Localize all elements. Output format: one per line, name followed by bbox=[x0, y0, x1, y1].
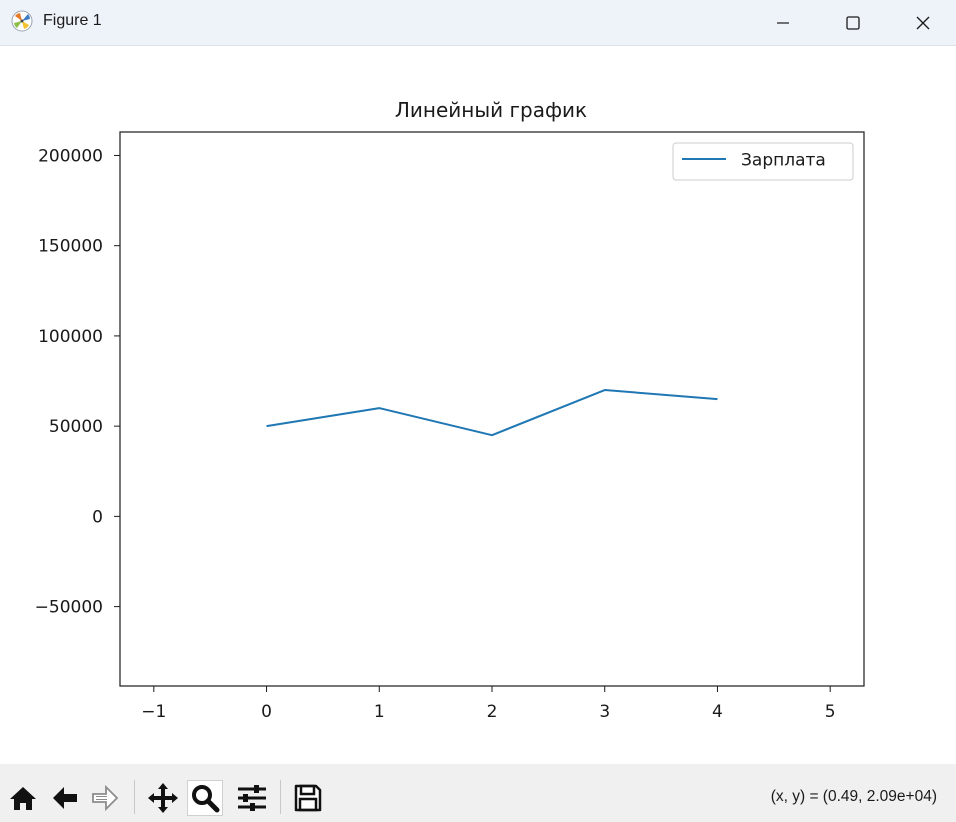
pan-move-icon bbox=[148, 783, 178, 813]
window-title: Figure 1 bbox=[43, 12, 102, 29]
y-tick-label: 200000 bbox=[38, 146, 103, 166]
minimize-button[interactable] bbox=[760, 0, 806, 45]
maximize-icon bbox=[846, 15, 860, 30]
home-button[interactable] bbox=[5, 780, 41, 816]
x-tick-label: −1 bbox=[141, 702, 166, 722]
navigation-toolbar: (x, y) = (0.49, 2.09e+04) bbox=[0, 764, 956, 822]
back-button[interactable] bbox=[47, 780, 83, 816]
configure-subplots-button[interactable] bbox=[234, 780, 270, 816]
save-floppy-icon bbox=[294, 784, 322, 812]
toolbar-separator bbox=[134, 780, 135, 814]
toolbar-separator bbox=[280, 780, 281, 814]
pan-button[interactable] bbox=[145, 780, 181, 816]
y-tick-label: 100000 bbox=[38, 327, 103, 347]
forward-button[interactable] bbox=[87, 780, 123, 816]
home-icon bbox=[10, 787, 36, 810]
y-tick-label: 0 bbox=[92, 507, 103, 527]
legend-label: Зарплата bbox=[741, 151, 826, 171]
zoom-button[interactable] bbox=[187, 780, 223, 816]
y-tick-label: −50000 bbox=[35, 598, 103, 618]
x-tick-label: 5 bbox=[825, 702, 836, 722]
x-tick-label: 3 bbox=[599, 702, 610, 722]
series-line-zarplata bbox=[266, 389, 718, 437]
legend-box bbox=[672, 142, 854, 181]
y-tick-label: 50000 bbox=[49, 417, 103, 437]
save-button[interactable] bbox=[290, 780, 326, 816]
configure-subplots-icon bbox=[238, 785, 266, 811]
x-tick-label: 4 bbox=[712, 702, 723, 722]
chart-legend: Зарплата bbox=[672, 142, 854, 181]
window-titlebar: Figure 1 bbox=[0, 0, 956, 46]
back-arrow-icon bbox=[53, 787, 77, 809]
line-chart: Линейный график −1 0 1 2 3 4 5 −50000 0 50000 1000… bbox=[35, 98, 865, 722]
x-tick-label: 2 bbox=[487, 702, 498, 722]
chart-title: Линейный график bbox=[395, 98, 587, 122]
figure-canvas[interactable]: Линейный график −1 0 1 2 3 4 5 −50000 0 50000 1000… bbox=[0, 46, 956, 764]
y-tick-label: 150000 bbox=[38, 237, 103, 257]
forward-arrow-icon bbox=[92, 784, 119, 812]
minimize-icon bbox=[777, 21, 789, 24]
x-tick-label: 0 bbox=[261, 702, 272, 722]
maximize-button[interactable] bbox=[830, 0, 876, 45]
close-icon bbox=[916, 16, 930, 29]
zoom-magnifier-icon bbox=[192, 785, 220, 813]
matplotlib-logo-icon bbox=[11, 10, 33, 32]
cursor-coordinates: (x, y) = (0.49, 2.09e+04) bbox=[770, 788, 937, 805]
plot-frame bbox=[119, 131, 865, 687]
x-tick-label: 1 bbox=[374, 702, 385, 722]
close-button[interactable] bbox=[900, 0, 946, 45]
